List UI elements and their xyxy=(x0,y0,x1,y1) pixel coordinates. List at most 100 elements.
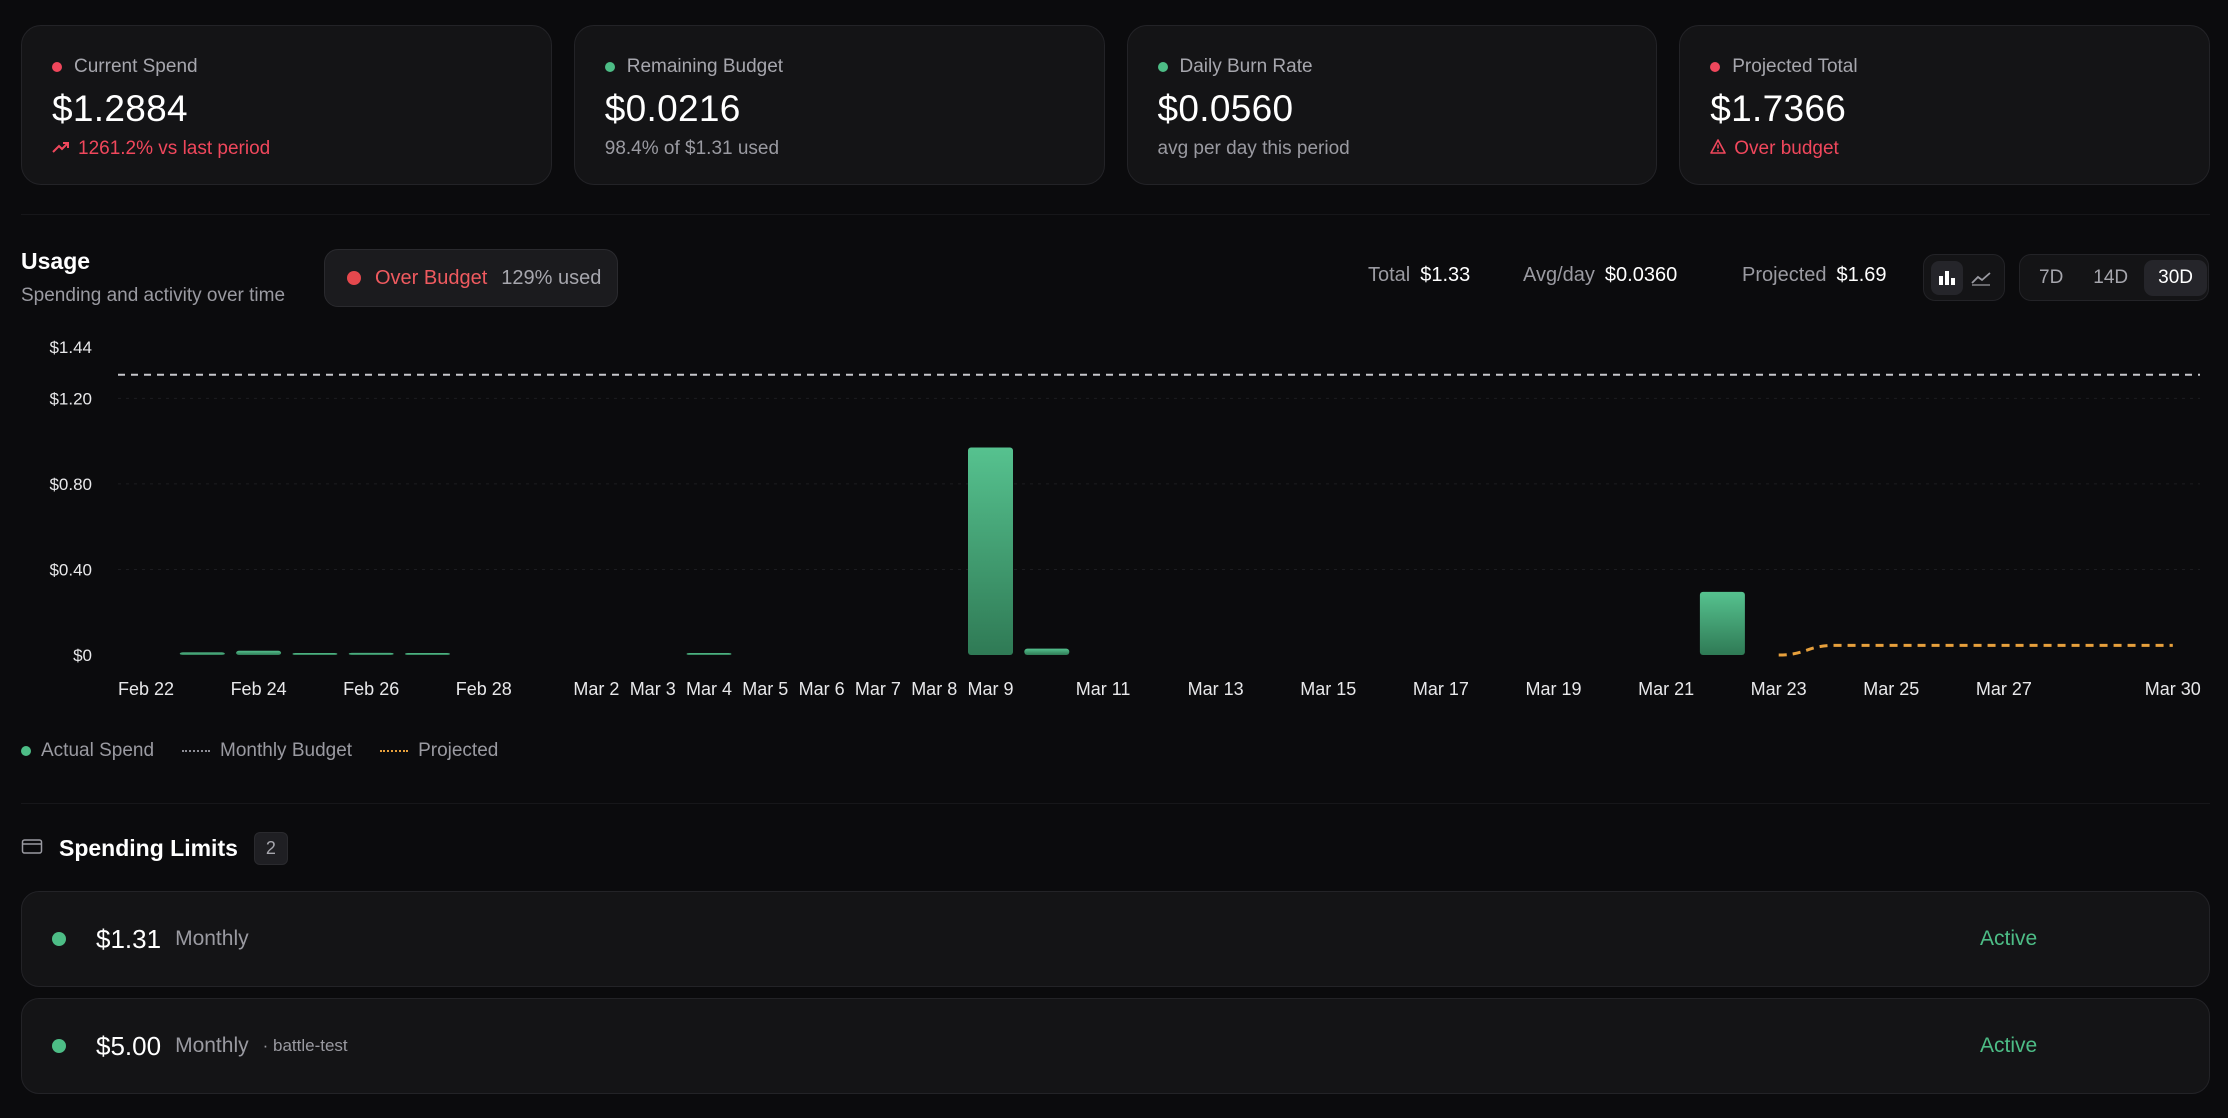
stat-label: Daily Burn Rate xyxy=(1179,56,1313,77)
summary-total: Total $1.33 xyxy=(1368,264,1470,287)
summary-avg: Avg/day $0.0360 xyxy=(1523,264,1677,287)
limit-amount: $5.00 xyxy=(96,1030,162,1061)
x-tick-label: Mar 23 xyxy=(1751,679,1807,699)
x-tick-label: Mar 3 xyxy=(630,679,676,699)
summary-projected-value: $1.69 xyxy=(1836,264,1887,286)
trending-up-icon xyxy=(52,138,70,160)
usage-chart: $1.44 $1.20 $0.80 $0.40 $0 Feb 22 Feb 24 Feb 26… xyxy=(49,338,2201,699)
y-tick-label: $0 xyxy=(73,646,92,665)
x-tick-label: Mar 2 xyxy=(573,679,619,699)
projected-line xyxy=(1778,643,2173,657)
limit-row[interactable]: $1.31 Monthly Active xyxy=(21,891,2210,987)
x-tick-label: Mar 4 xyxy=(686,679,732,699)
legend-swatch xyxy=(182,750,211,752)
summary-avg-value: $0.0360 xyxy=(1604,264,1678,286)
status-dot xyxy=(347,271,361,285)
limit-row[interactable]: $5.00 Monthly · battle-test Active xyxy=(21,998,2210,1094)
limit-amount: $1.31 xyxy=(96,923,162,954)
spend-bar xyxy=(405,653,450,655)
chart-legend: Actual Spend Monthly Budget Projected xyxy=(21,740,498,762)
legend-swatch xyxy=(380,750,409,752)
x-tick-label: Mar 15 xyxy=(1300,679,1356,699)
range-14d-button[interactable]: 14D xyxy=(2093,266,2129,288)
stat-card-current-spend: Current Spend $1.2884 1261.2% vs last pe… xyxy=(21,25,552,185)
x-tick-label: Mar 25 xyxy=(1863,679,1919,699)
legend-projected: Projected xyxy=(380,740,498,762)
range-selector: 7D 14D 30D xyxy=(2019,254,2209,301)
spend-bar xyxy=(686,653,732,655)
budget-status-badge: Over Budget 129% used xyxy=(324,249,618,307)
stat-sub: avg per day this period xyxy=(1157,138,1350,159)
spend-bar xyxy=(348,652,394,655)
status-dot xyxy=(1157,62,1168,72)
summary-total-label: Total xyxy=(1368,264,1411,286)
x-tick-label: Feb 28 xyxy=(456,679,512,699)
summary-total-value: $1.33 xyxy=(1420,264,1471,286)
legend-monthly-budget: Monthly Budget xyxy=(182,740,352,762)
stat-card-projected-total: Projected Total $1.7366 Over budget xyxy=(1679,25,2210,185)
usage-title: Usage xyxy=(21,248,91,274)
wallet-icon xyxy=(21,837,43,860)
summary-avg-label: Avg/day xyxy=(1523,264,1595,286)
stat-value: $0.0216 xyxy=(604,88,741,129)
warning-triangle-icon xyxy=(1710,138,1727,160)
legend-actual-spend: Actual Spend xyxy=(21,740,154,762)
range-7d-button[interactable]: 7D xyxy=(2039,266,2064,288)
stat-label: Current Spend xyxy=(74,56,198,77)
stat-card-remaining-budget: Remaining Budget $0.0216 98.4% of $1.31 … xyxy=(573,25,1105,185)
spend-bar xyxy=(1699,591,1745,655)
stat-label: Remaining Budget xyxy=(626,56,784,77)
stat-sub: Over budget xyxy=(1734,138,1839,159)
limit-status: Active xyxy=(1980,1034,2038,1057)
x-tick-label: Mar 19 xyxy=(1525,679,1581,699)
x-tick-label: Mar 21 xyxy=(1638,679,1694,699)
status-dot xyxy=(52,1039,66,1053)
status-dot xyxy=(52,932,66,946)
spend-bar xyxy=(968,447,1013,655)
x-tick-label: Mar 30 xyxy=(2145,679,2201,699)
status-dot xyxy=(604,62,615,72)
x-tick-label: Feb 26 xyxy=(343,679,399,699)
stat-label: Projected Total xyxy=(1732,56,1858,77)
y-tick-label: $1.44 xyxy=(49,338,92,357)
limit-tag: · battle-test xyxy=(262,1036,348,1055)
budget-used-text: 129% used xyxy=(501,266,602,289)
y-tick-label: $0.80 xyxy=(49,475,92,494)
x-tick-label: Mar 13 xyxy=(1188,679,1244,699)
divider xyxy=(21,803,2210,804)
budget-status-text: Over Budget xyxy=(375,266,488,289)
y-tick-label: $1.20 xyxy=(49,389,92,408)
x-tick-label: Feb 22 xyxy=(118,679,174,699)
stat-value: $1.7366 xyxy=(1710,88,1847,129)
legend-label: Actual Spend xyxy=(41,740,155,761)
legend-label: Monthly Budget xyxy=(220,740,353,761)
range-30d-button[interactable]: 30D xyxy=(2144,259,2208,296)
stats-row: Current Spend $1.2884 1261.2% vs last pe… xyxy=(21,25,2210,185)
limit-period: Monthly xyxy=(175,927,249,950)
x-tick-label: Mar 9 xyxy=(967,679,1013,699)
x-tick-label: Mar 17 xyxy=(1413,679,1469,699)
spending-limits-header: Spending Limits 2 xyxy=(21,832,288,865)
status-dot xyxy=(1710,62,1721,72)
y-tick-label: $0.40 xyxy=(49,560,92,579)
x-tick-label: Feb 24 xyxy=(231,679,287,699)
bar-chart-icon[interactable] xyxy=(1931,260,1963,295)
x-tick-label: Mar 27 xyxy=(1976,679,2032,699)
spend-bar xyxy=(1024,648,1070,655)
divider xyxy=(21,214,2210,215)
line-chart-icon[interactable] xyxy=(1965,261,1997,295)
stat-sub: 98.4% of $1.31 used xyxy=(604,138,780,159)
stat-value: $0.0560 xyxy=(1157,88,1294,129)
summary-projected-label: Projected xyxy=(1742,264,1827,286)
spend-bar xyxy=(292,653,338,655)
stat-sub: 1261.2% vs last period xyxy=(78,138,271,159)
limit-period: Monthly xyxy=(175,1034,249,1057)
x-tick-label: Mar 7 xyxy=(855,679,901,699)
status-dot xyxy=(52,62,62,72)
legend-label: Projected xyxy=(418,740,499,761)
x-tick-label: Mar 6 xyxy=(799,679,845,699)
usage-subtitle: Spending and activity over time xyxy=(21,285,286,306)
x-tick-label: Mar 5 xyxy=(742,679,788,699)
stat-card-daily-burn-rate: Daily Burn Rate $0.0560 avg per day this… xyxy=(1126,25,1658,185)
legend-swatch xyxy=(21,746,31,756)
